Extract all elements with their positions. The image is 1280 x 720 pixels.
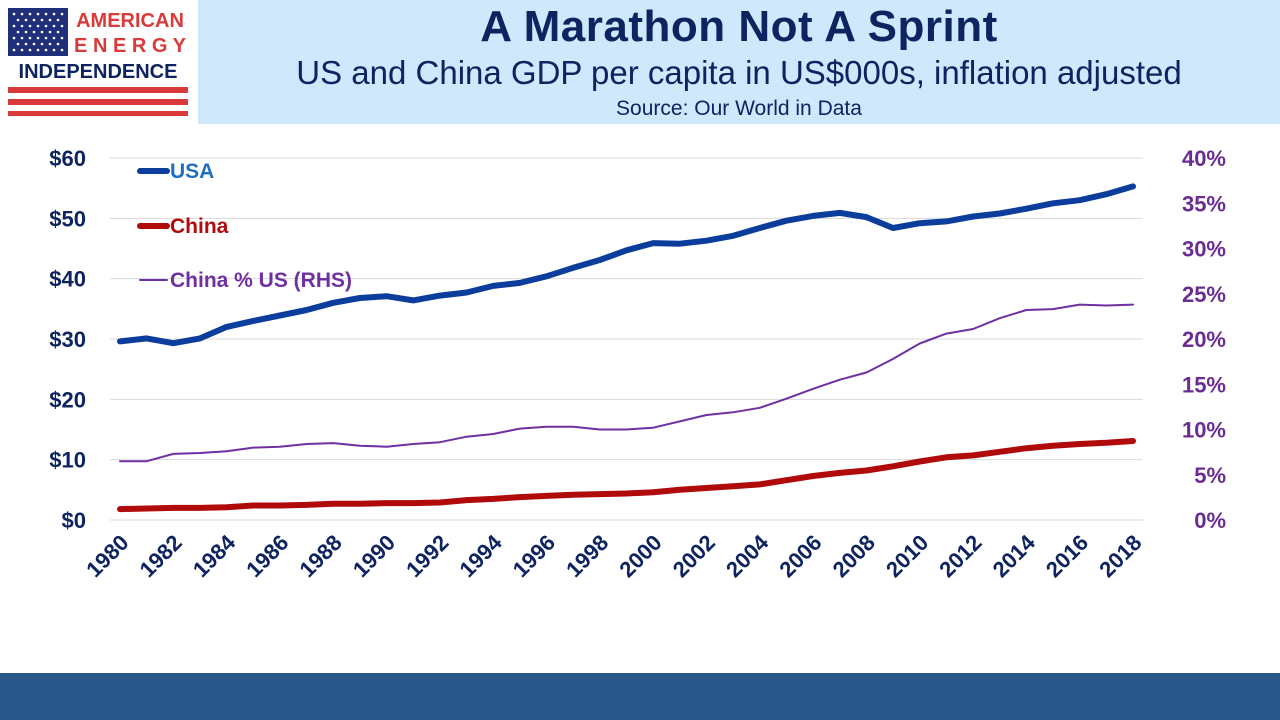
- y-tick-label-left: $20: [49, 387, 86, 412]
- right-axis-ticks: 0% 5% 10% 15% 20% 25% 30% 35% 40%: [1182, 146, 1226, 533]
- x-tick-label: 1986: [241, 530, 293, 582]
- x-tick-label: 1990: [348, 530, 400, 582]
- x-tick-label: 1994: [454, 529, 507, 582]
- series-lines: [117, 183, 1136, 513]
- x-tick-label: 2004: [721, 529, 774, 582]
- x-tick-label: 1992: [401, 530, 453, 582]
- y-tick-label-right: 15%: [1182, 372, 1226, 397]
- x-tick-label: 1984: [188, 529, 241, 582]
- x-tick-label: 1996: [508, 530, 560, 582]
- china-pct-us-line: [119, 303, 1134, 463]
- legend: USA China China % US (RHS): [137, 160, 352, 292]
- legend-label: USA: [170, 160, 214, 183]
- y-tick-label-left: $10: [49, 448, 86, 473]
- y-tick-label-right: 25%: [1182, 282, 1226, 307]
- y-tick-label-right: 30%: [1182, 237, 1226, 262]
- y-tick-label-right: 10%: [1182, 418, 1226, 443]
- y-tick-label-right: 20%: [1182, 327, 1226, 352]
- y-tick-label-right: 5%: [1194, 463, 1226, 488]
- y-tick-label-left: $40: [49, 267, 86, 292]
- us-flag-icon: AMERICAN E N E R G Y INDEPENDENCE: [8, 8, 188, 116]
- x-tick-label: 2008: [828, 530, 880, 582]
- y-tick-label-left: $0: [62, 508, 86, 533]
- gdp-line-chart: $0 $10 $20 $30 $40 $50 $60 0% 5% 10% 15% 20% 25% 30%…: [49, 146, 1226, 582]
- legend-label: China: [170, 215, 229, 238]
- x-tick-label: 2016: [1041, 530, 1093, 582]
- footer-bar: [0, 673, 1280, 720]
- x-tick-label: 2012: [934, 530, 986, 582]
- y-tick-label-right: 0%: [1194, 508, 1226, 533]
- x-tick-label: 2002: [668, 530, 720, 582]
- x-tick-label: 1980: [81, 530, 133, 582]
- left-axis-ticks: $0 $10 $20 $30 $40 $50 $60: [49, 146, 86, 533]
- logo-line-1: AMERICAN: [76, 10, 184, 32]
- x-tick-label: 2000: [614, 530, 666, 582]
- x-tick-label: 2014: [988, 529, 1041, 582]
- x-axis-ticks: 1980 1982 1984 1986 1988 1990 1992 1994 1996 1998…: [81, 529, 1146, 582]
- x-tick-label: 1982: [135, 530, 187, 582]
- china-line: [117, 438, 1136, 513]
- source-note: Source: Our World in Data: [616, 97, 862, 120]
- header-banner: A Marathon Not A Sprint US and China GDP…: [198, 0, 1280, 124]
- logo-line-3: INDEPENDENCE: [19, 61, 178, 83]
- x-tick-label: 1998: [561, 530, 613, 582]
- y-tick-label-left: $30: [49, 327, 86, 352]
- y-tick-label-left: $60: [49, 146, 86, 171]
- x-tick-label: 2006: [774, 530, 826, 582]
- x-tick-label: 2010: [881, 530, 933, 582]
- page-subtitle: US and China GDP per capita in US$000s, …: [296, 54, 1182, 91]
- y-tick-label-left: $50: [49, 206, 86, 231]
- legend-label: China % US (RHS): [170, 269, 352, 292]
- x-tick-label: 1988: [295, 530, 347, 582]
- x-tick-label: 2018: [1094, 530, 1146, 582]
- logo-line-2: E N E R G Y: [74, 35, 187, 57]
- page-title: A Marathon Not A Sprint: [480, 2, 998, 51]
- y-tick-label-right: 35%: [1182, 191, 1226, 216]
- usa-line: [117, 183, 1136, 347]
- logo: AMERICAN E N E R G Y INDEPENDENCE: [0, 0, 198, 122]
- y-tick-label-right: 40%: [1182, 146, 1226, 171]
